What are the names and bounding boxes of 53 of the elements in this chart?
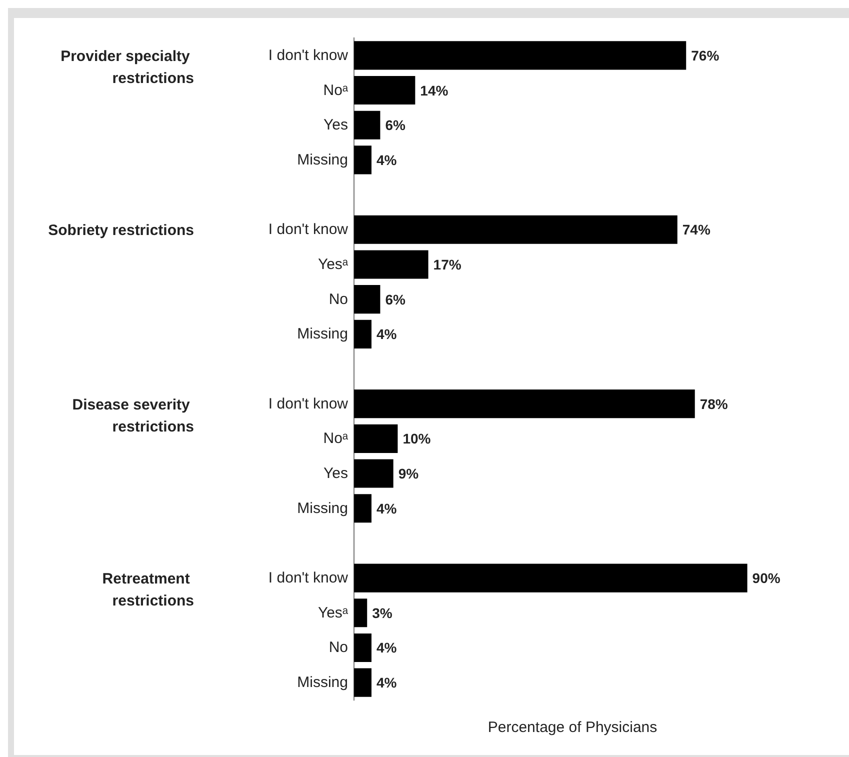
bar — [354, 668, 372, 697]
y-tick-label: Yes — [324, 116, 348, 134]
y-tick-label: I don't know — [268, 46, 348, 64]
x-axis-title: Percentage of Physicians — [488, 719, 658, 736]
y-tick-label: Noᵃ — [323, 82, 348, 99]
y-tick-label: I don't know — [268, 221, 348, 238]
data-label: 17% — [433, 256, 462, 272]
data-label: 14% — [420, 82, 449, 98]
data-label: 3% — [372, 604, 393, 621]
y-tick-label: Yesᵃ — [318, 604, 348, 622]
y-tick-label: Missing — [297, 674, 348, 692]
text: Disease severity restrictions — [72, 396, 194, 436]
data-label: 6% — [385, 291, 406, 308]
y-tick-label: No — [328, 639, 348, 656]
bar — [354, 494, 372, 523]
data-label: 4% — [376, 326, 398, 342]
bar — [354, 390, 695, 418]
y-tick-label: I don't know — [268, 570, 348, 587]
text: Sobriety restrictions — [48, 222, 194, 240]
data-label: 4% — [376, 500, 398, 516]
data-label: 4% — [376, 640, 398, 656]
bar — [354, 76, 416, 105]
y-tick-label: I don't know — [268, 395, 348, 412]
data-label: 76% — [691, 47, 720, 64]
bar — [354, 564, 748, 592]
data-label: 4% — [376, 674, 398, 691]
bar — [354, 110, 380, 140]
bar — [354, 459, 394, 488]
data-label: 78% — [700, 396, 728, 412]
data-label: 74% — [682, 222, 711, 238]
bar — [354, 250, 428, 279]
y-tick-label: Yes — [324, 465, 348, 482]
data-label: 4% — [376, 152, 398, 168]
y-tick-label: Missing — [297, 500, 348, 517]
bar — [354, 41, 686, 70]
data-label: 9% — [398, 466, 420, 482]
y-tick-label: No — [328, 290, 348, 308]
bar — [354, 320, 372, 348]
bar — [354, 598, 368, 628]
y-tick-label: Missing — [297, 326, 348, 343]
text: Retreatment restrictions — [102, 570, 194, 610]
bar — [354, 146, 372, 174]
text: Provider specialty restrictions — [60, 48, 194, 87]
bar — [354, 215, 678, 244]
y-tick-label: Yesᵃ — [318, 256, 348, 273]
data-label: 10% — [402, 430, 432, 447]
data-label: 90% — [752, 570, 781, 586]
bar — [354, 633, 372, 662]
data-label: 6% — [385, 117, 406, 134]
y-tick-label: Noᵃ — [323, 430, 348, 448]
bar — [354, 424, 398, 453]
bar — [354, 285, 380, 314]
y-tick-label: Missing — [297, 151, 348, 168]
